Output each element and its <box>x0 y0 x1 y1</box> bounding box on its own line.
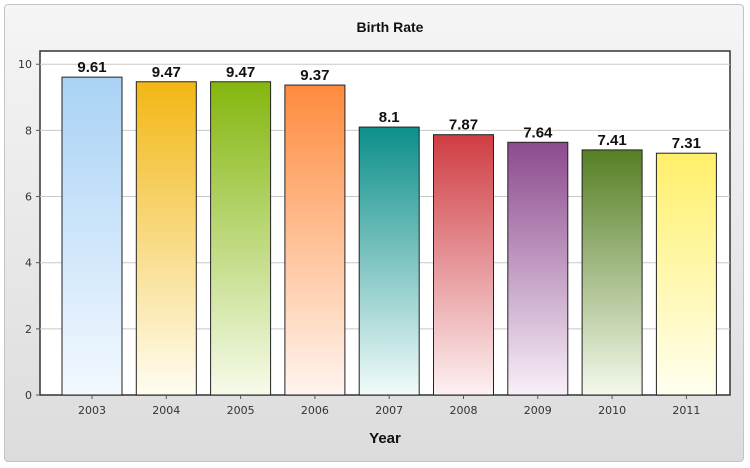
data-label-2004: 9.47 <box>152 64 181 81</box>
bar-2010 <box>581 149 643 396</box>
y-axis-ticks: 0 2 4 6 8 10 <box>18 58 40 402</box>
bar-2005 <box>210 81 272 396</box>
data-label-2011: 7.31 <box>672 135 701 152</box>
x-tick-label-2004: 2004 <box>152 404 180 417</box>
x-axis-ticks: 2003 2004 2005 2006 2007 2008 2009 2010 2011 <box>78 395 700 417</box>
y-tick-label: 6 <box>25 191 32 204</box>
x-tick-label-2006: 2006 <box>301 404 329 417</box>
x-tick-label-2008: 2008 <box>450 404 478 417</box>
data-label-2003: 9.61 <box>77 59 106 76</box>
data-label-2008: 7.87 <box>449 117 478 134</box>
y-tick-label: 0 <box>25 389 32 402</box>
y-tick-label: 2 <box>25 323 32 336</box>
x-axis-label: Year <box>369 430 401 447</box>
x-tick-label-2011: 2011 <box>672 404 700 417</box>
data-label-2010: 7.41 <box>597 132 626 149</box>
bar-2008 <box>433 134 494 396</box>
x-tick-label-2005: 2005 <box>227 404 255 417</box>
x-tick-label-2007: 2007 <box>375 404 403 417</box>
data-label-2006: 9.37 <box>300 67 329 84</box>
data-label-2005: 9.47 <box>226 64 255 81</box>
x-tick-label-2010: 2010 <box>598 404 626 417</box>
data-label-2009: 7.64 <box>523 124 553 141</box>
bars: 9.61 9.47 9.47 9.37 8.1 7.87 7.64 7.41 7.31 <box>61 59 717 396</box>
bar-2011 <box>655 152 717 396</box>
bar-2006 <box>284 84 346 396</box>
bar-2003 <box>61 76 123 396</box>
chart-title: Birth Rate <box>357 19 424 35</box>
y-tick-label: 8 <box>25 124 32 137</box>
x-tick-label-2003: 2003 <box>78 404 106 417</box>
x-tick-label-2009: 2009 <box>524 404 552 417</box>
y-tick-label: 10 <box>18 58 32 71</box>
bar-2009 <box>507 141 569 396</box>
y-tick-label: 4 <box>25 257 32 270</box>
bar-2004 <box>135 81 197 396</box>
data-label-2007: 8.1 <box>379 109 400 126</box>
bar-2007 <box>358 126 420 396</box>
